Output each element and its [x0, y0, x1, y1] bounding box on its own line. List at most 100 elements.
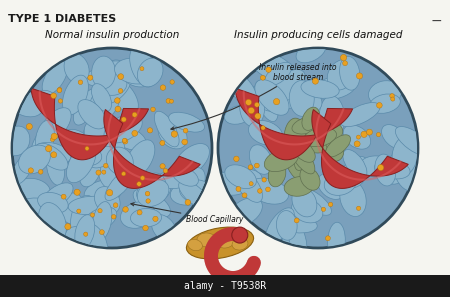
Circle shape: [78, 80, 83, 85]
Circle shape: [257, 189, 262, 193]
Ellipse shape: [86, 130, 112, 165]
Circle shape: [266, 187, 270, 192]
Ellipse shape: [392, 149, 422, 170]
Ellipse shape: [343, 125, 371, 149]
Ellipse shape: [85, 68, 117, 86]
Ellipse shape: [392, 136, 418, 175]
Text: alamy - T9538R: alamy - T9538R: [184, 281, 266, 291]
Circle shape: [356, 73, 363, 79]
Circle shape: [376, 132, 381, 137]
Circle shape: [254, 163, 259, 168]
Ellipse shape: [95, 61, 138, 84]
Circle shape: [234, 156, 239, 162]
Ellipse shape: [292, 140, 315, 162]
Ellipse shape: [94, 83, 130, 109]
Circle shape: [51, 93, 57, 99]
Ellipse shape: [293, 136, 327, 153]
Ellipse shape: [249, 178, 288, 204]
Circle shape: [312, 78, 319, 84]
Ellipse shape: [33, 143, 71, 165]
Ellipse shape: [232, 238, 248, 250]
Ellipse shape: [101, 60, 126, 92]
Ellipse shape: [369, 81, 401, 106]
Ellipse shape: [261, 94, 300, 112]
Text: −: −: [430, 14, 442, 28]
Circle shape: [137, 182, 141, 186]
Ellipse shape: [38, 192, 68, 213]
Circle shape: [341, 54, 347, 61]
Ellipse shape: [270, 69, 306, 103]
Ellipse shape: [300, 167, 320, 190]
Ellipse shape: [312, 121, 343, 143]
Circle shape: [255, 102, 259, 107]
Ellipse shape: [130, 208, 162, 227]
Ellipse shape: [374, 160, 410, 179]
Ellipse shape: [170, 180, 211, 205]
Ellipse shape: [301, 80, 339, 98]
Circle shape: [163, 168, 168, 173]
Circle shape: [249, 182, 253, 186]
Bar: [0, 275, 450, 297]
Circle shape: [356, 135, 360, 139]
Circle shape: [160, 140, 165, 146]
Ellipse shape: [106, 147, 133, 175]
Ellipse shape: [84, 180, 122, 205]
Circle shape: [145, 191, 150, 196]
Circle shape: [171, 131, 177, 137]
Circle shape: [169, 99, 174, 103]
Circle shape: [84, 232, 88, 236]
Ellipse shape: [67, 143, 96, 183]
Ellipse shape: [229, 198, 262, 226]
Ellipse shape: [384, 151, 412, 184]
Circle shape: [361, 131, 367, 138]
Ellipse shape: [84, 121, 112, 153]
Circle shape: [325, 236, 330, 241]
Text: TYPE 1 DIABETES: TYPE 1 DIABETES: [8, 14, 116, 24]
Circle shape: [377, 102, 382, 108]
Ellipse shape: [228, 170, 262, 192]
Ellipse shape: [265, 83, 294, 114]
Circle shape: [185, 200, 191, 205]
Ellipse shape: [105, 166, 136, 200]
Circle shape: [102, 170, 106, 174]
Ellipse shape: [330, 170, 360, 198]
Circle shape: [248, 165, 253, 170]
Circle shape: [122, 172, 126, 176]
Ellipse shape: [183, 168, 205, 197]
Ellipse shape: [302, 107, 320, 130]
Ellipse shape: [75, 215, 95, 249]
Circle shape: [261, 75, 265, 80]
Ellipse shape: [137, 179, 169, 206]
Ellipse shape: [286, 152, 304, 179]
Circle shape: [50, 138, 54, 142]
Ellipse shape: [12, 154, 33, 184]
Ellipse shape: [94, 187, 120, 214]
Circle shape: [328, 202, 333, 207]
Ellipse shape: [197, 233, 217, 247]
Ellipse shape: [301, 93, 324, 119]
Circle shape: [232, 227, 248, 243]
Ellipse shape: [369, 94, 400, 113]
Circle shape: [98, 208, 102, 213]
Ellipse shape: [16, 178, 50, 200]
Ellipse shape: [157, 171, 188, 189]
Ellipse shape: [78, 99, 106, 129]
Ellipse shape: [340, 56, 360, 90]
Ellipse shape: [325, 135, 351, 157]
Ellipse shape: [288, 218, 307, 260]
Ellipse shape: [99, 159, 123, 190]
Circle shape: [266, 67, 271, 72]
Ellipse shape: [327, 59, 356, 90]
Ellipse shape: [59, 193, 86, 224]
Ellipse shape: [91, 84, 112, 111]
Ellipse shape: [296, 40, 326, 63]
Ellipse shape: [292, 116, 326, 134]
Ellipse shape: [232, 166, 262, 202]
Ellipse shape: [136, 180, 171, 203]
Ellipse shape: [255, 81, 278, 121]
Ellipse shape: [288, 141, 319, 156]
Circle shape: [274, 99, 280, 105]
Circle shape: [77, 209, 81, 213]
Ellipse shape: [278, 82, 308, 102]
Ellipse shape: [83, 124, 113, 148]
